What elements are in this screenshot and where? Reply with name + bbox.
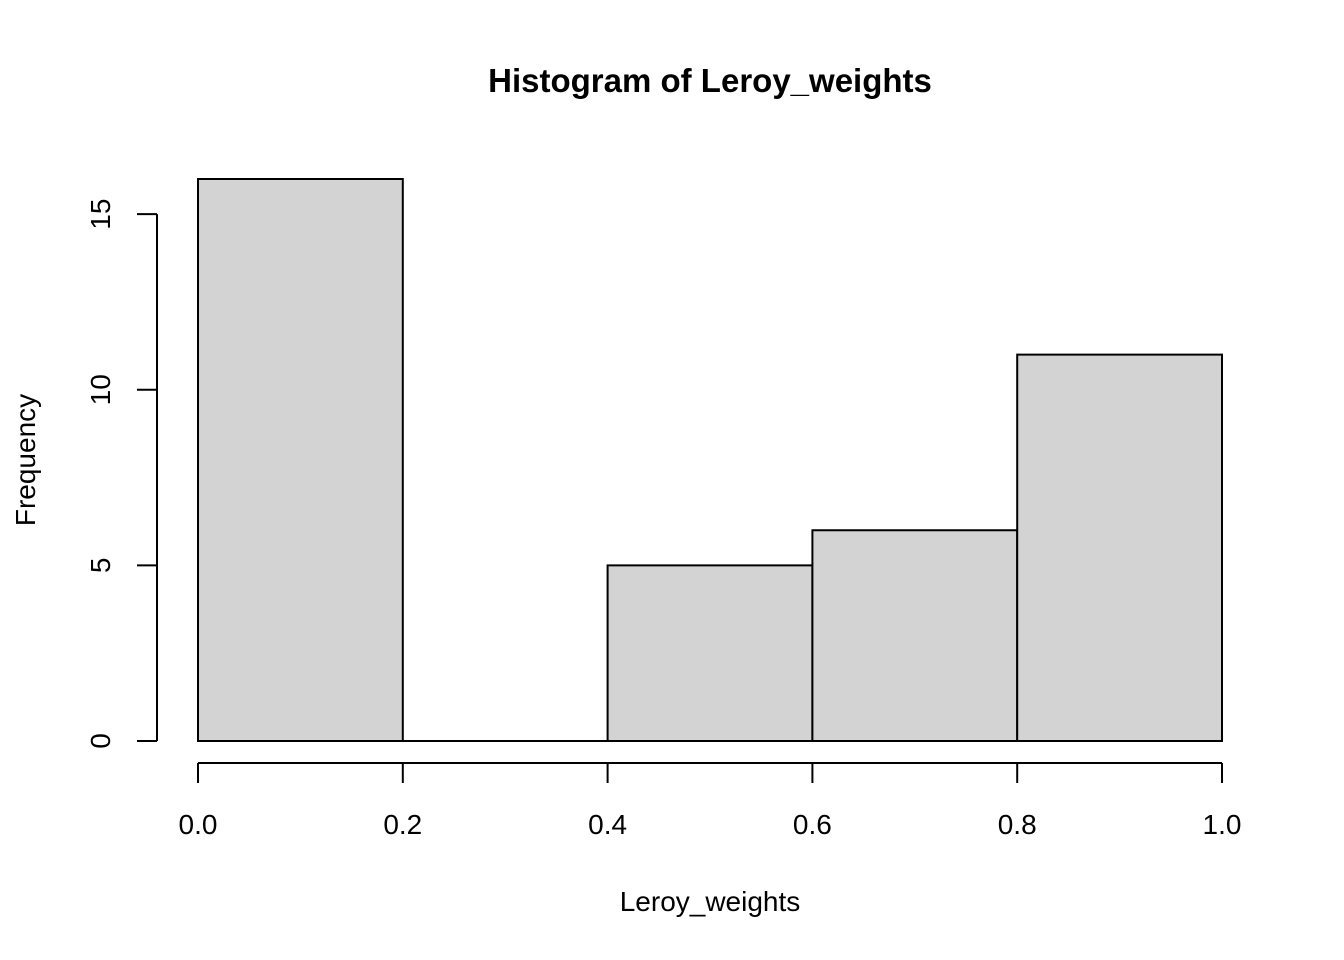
y-tick-label: 15 xyxy=(85,199,116,230)
y-axis: 0 5 10 15 xyxy=(85,199,158,749)
y-tick-label: 10 xyxy=(85,374,116,405)
x-tick-label: 0.8 xyxy=(998,809,1037,840)
x-axis: 0.0 0.2 0.4 0.6 0.8 1.0 xyxy=(179,762,1242,840)
y-tick-label: 0 xyxy=(85,733,116,749)
histogram-bar xyxy=(197,178,404,742)
x-tick-label: 1.0 xyxy=(1203,809,1242,840)
histogram-bar xyxy=(811,529,1019,742)
x-tick-label: 0.0 xyxy=(179,809,218,840)
bars-group xyxy=(197,178,1224,742)
histogram-bar xyxy=(606,564,814,742)
x-axis-label: Leroy_weights xyxy=(620,886,801,917)
y-axis-label: Frequency xyxy=(10,394,41,526)
histogram-bar xyxy=(1016,353,1224,742)
chart-title: Histogram of Leroy_weights xyxy=(488,62,932,99)
x-tick-label: 0.6 xyxy=(793,809,832,840)
x-tick-label: 0.2 xyxy=(383,809,422,840)
x-tick-label: 0.4 xyxy=(588,809,627,840)
y-tick-label: 5 xyxy=(85,558,116,574)
